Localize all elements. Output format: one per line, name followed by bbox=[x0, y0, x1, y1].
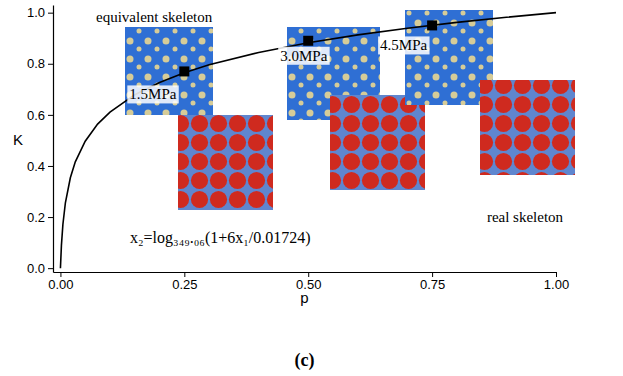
y-tick: 1.0 bbox=[27, 5, 53, 20]
chart-svg: 0.000.250.500.751.000.00.20.40.60.81.0pK… bbox=[0, 0, 623, 376]
inset-image bbox=[125, 27, 213, 115]
x-tick: 1.00 bbox=[544, 272, 569, 292]
y-tick-mark bbox=[48, 13, 53, 14]
plot-area bbox=[60, 13, 556, 269]
point-label-group: 4.5MPa bbox=[378, 36, 429, 54]
x-axis-title: p bbox=[300, 289, 308, 306]
y-axis: 0.0 0.2 0.4 0.6 0.8 1.0 bbox=[27, 5, 54, 276]
y-tick: 0.6 bbox=[27, 108, 53, 123]
point-label: 4.5MPa bbox=[380, 37, 427, 53]
y-tick: 0.8 bbox=[27, 56, 53, 71]
marker bbox=[303, 36, 313, 46]
x-tick-label: 0.75 bbox=[420, 277, 445, 292]
label-patch bbox=[127, 85, 178, 103]
x-tick-label: 1.00 bbox=[544, 277, 569, 292]
y-tick-mark bbox=[48, 64, 53, 65]
y-tick-label: 0.0 bbox=[27, 261, 45, 276]
point-label: 3.0MPa bbox=[280, 48, 327, 64]
point-label: 1.5MPa bbox=[129, 86, 176, 102]
y-tick-mark bbox=[48, 268, 53, 269]
annotation: real skeleton bbox=[487, 209, 564, 225]
y-tick-label: 0.6 bbox=[27, 108, 45, 123]
y-tick-label: 0.2 bbox=[27, 210, 45, 225]
x-axis: 0.000.250.500.751.00 bbox=[48, 272, 569, 292]
y-tick-mark bbox=[48, 166, 53, 167]
x-tick-label: 0.00 bbox=[48, 277, 73, 292]
x-tick: 0.75 bbox=[420, 272, 445, 292]
point-label-group: 3.0MPa bbox=[278, 47, 329, 65]
y-tick-mark bbox=[48, 217, 53, 218]
y-axis-line bbox=[53, 6, 54, 273]
y-axis-title: K bbox=[13, 131, 23, 148]
x-axis-line bbox=[54, 272, 557, 273]
inset-image bbox=[405, 10, 493, 105]
point-label-group: 1.5MPa bbox=[127, 85, 178, 103]
y-tick-label: 0.4 bbox=[27, 159, 45, 174]
y-tick: 0.2 bbox=[27, 210, 53, 225]
annotation: x₂=log₃₄₉.₀₆(1+6x₁/0.01724) bbox=[130, 229, 311, 247]
chart-container: 0.000.250.500.751.000.00.20.40.60.81.0pK… bbox=[0, 0, 623, 376]
y-tick-mark bbox=[48, 115, 53, 116]
inset-image bbox=[178, 115, 273, 210]
panel-label: (c) bbox=[295, 350, 315, 371]
inset-image bbox=[480, 80, 575, 175]
y-tick: 0.4 bbox=[27, 159, 53, 174]
y-tick: 0.0 bbox=[27, 261, 53, 276]
marker bbox=[179, 66, 189, 76]
curve bbox=[60, 13, 556, 269]
x-tick: 0.00 bbox=[48, 272, 73, 292]
label-patch bbox=[378, 36, 429, 54]
x-tick: 0.25 bbox=[172, 272, 197, 292]
y-tick-label: 0.8 bbox=[27, 56, 45, 71]
inset-images bbox=[125, 10, 575, 210]
label-patch bbox=[278, 47, 329, 65]
inset-image bbox=[330, 95, 425, 190]
marker bbox=[427, 20, 437, 30]
y-tick-label: 1.0 bbox=[27, 5, 45, 20]
x-tick-label: 0.25 bbox=[172, 277, 197, 292]
annotation: equivalent skeleton bbox=[96, 9, 213, 25]
